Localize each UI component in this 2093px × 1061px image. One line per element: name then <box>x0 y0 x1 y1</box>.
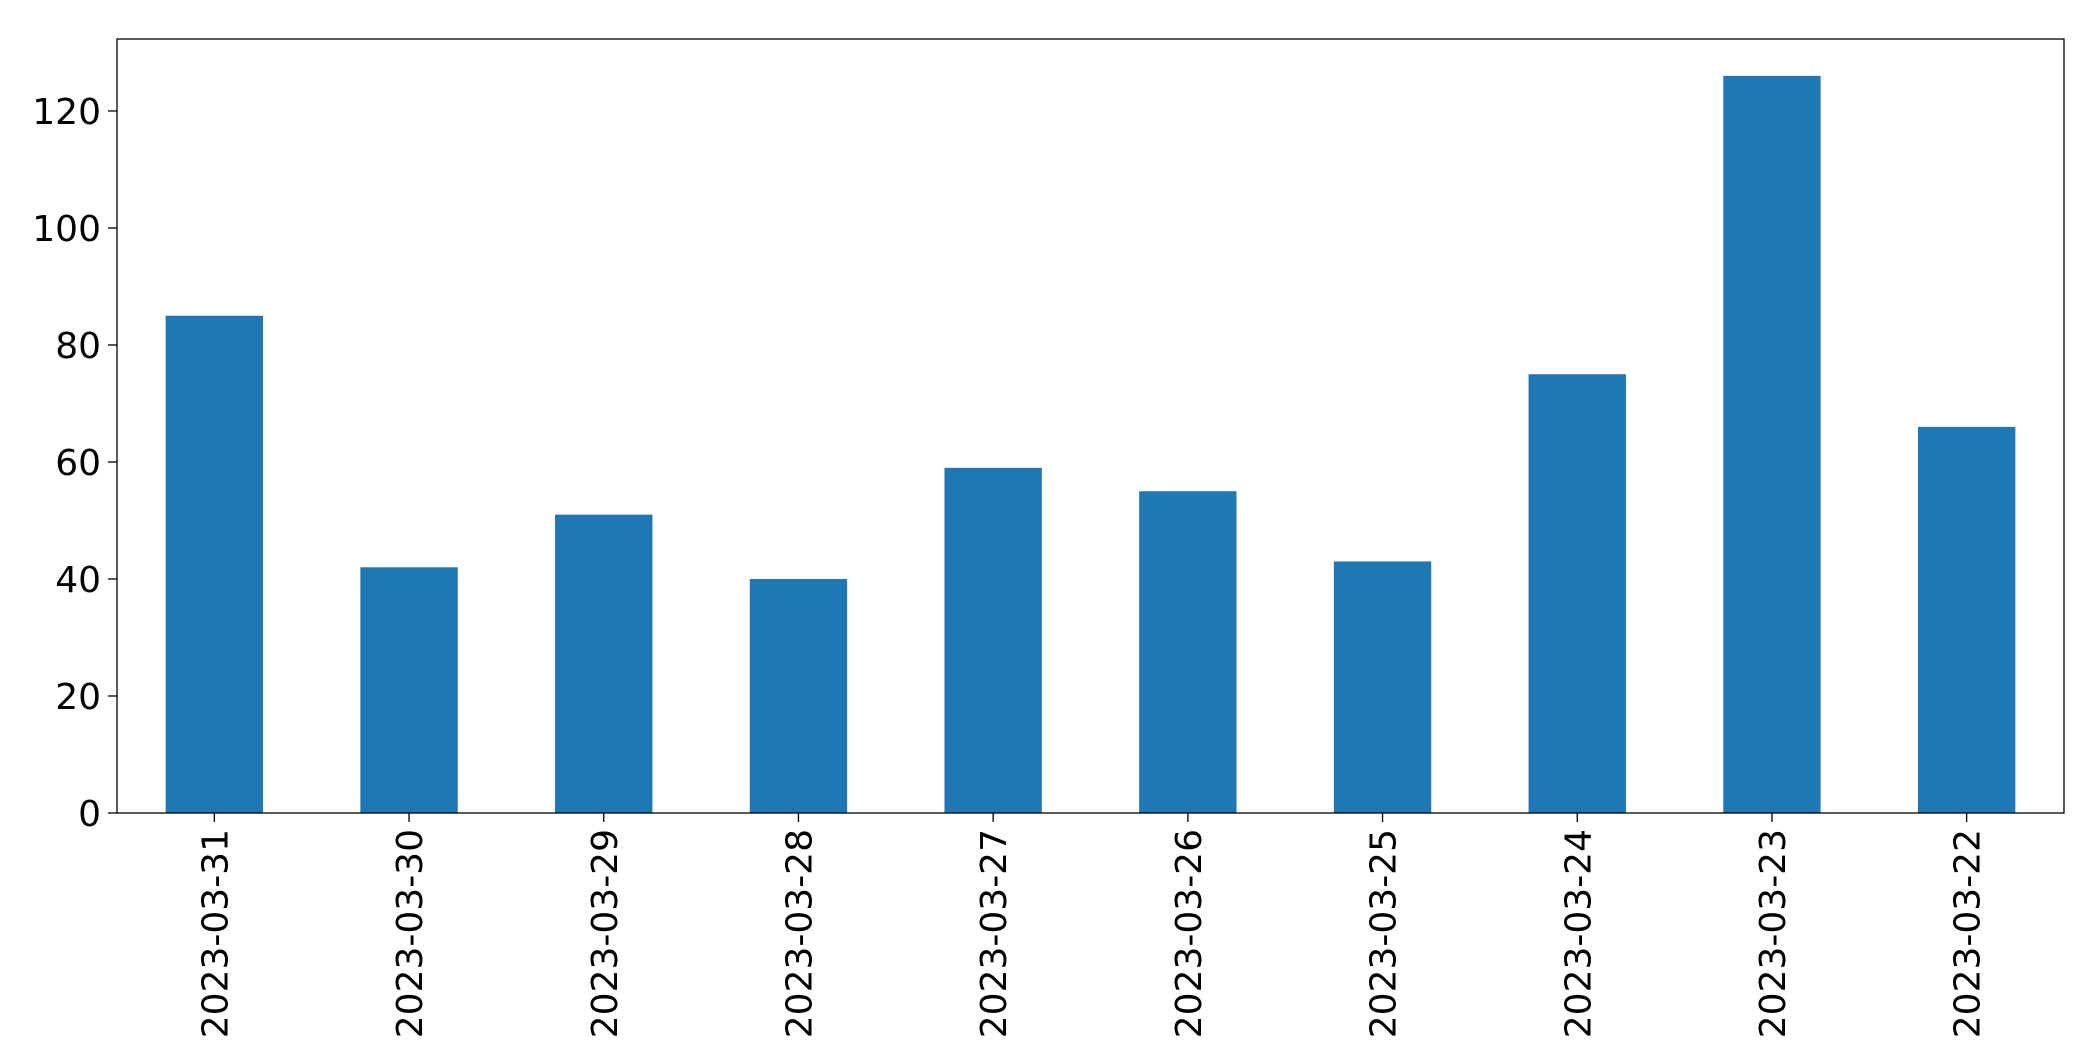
bar <box>944 467 1042 813</box>
x-tick-label: 2023-03-30 <box>390 829 431 1038</box>
bar <box>1528 374 1626 813</box>
bar <box>1333 561 1432 813</box>
axes-frame <box>116 38 2065 814</box>
y-tick-label: 20 <box>55 677 101 718</box>
y-tick-label: 120 <box>32 92 101 133</box>
y-tick-label: 0 <box>78 794 101 835</box>
y-tick-label: 40 <box>55 560 101 601</box>
bar <box>1723 75 1821 814</box>
x-tick-label: 2023-03-28 <box>779 829 820 1038</box>
x-tick-label: 2023-03-24 <box>1558 829 1599 1038</box>
y-tick-label: 80 <box>55 326 101 367</box>
x-tick-label: 2023-03-29 <box>585 829 626 1038</box>
x-tick-label: 2023-03-22 <box>1948 829 1989 1038</box>
x-tick-label: 2023-03-25 <box>1364 829 1405 1038</box>
x-tick-label: 2023-03-31 <box>195 829 236 1038</box>
bar <box>749 578 848 813</box>
y-tick-label: 60 <box>55 443 101 484</box>
bar <box>555 514 653 813</box>
x-tick-label: 2023-03-26 <box>1169 829 1210 1038</box>
x-tick-label: 2023-03-23 <box>1753 829 1794 1038</box>
y-tick-label: 100 <box>32 209 101 250</box>
bar <box>1139 491 1237 813</box>
bar <box>360 567 458 813</box>
bar <box>1917 426 2016 813</box>
bar <box>165 315 264 813</box>
x-tick-label: 2023-03-27 <box>974 829 1015 1038</box>
